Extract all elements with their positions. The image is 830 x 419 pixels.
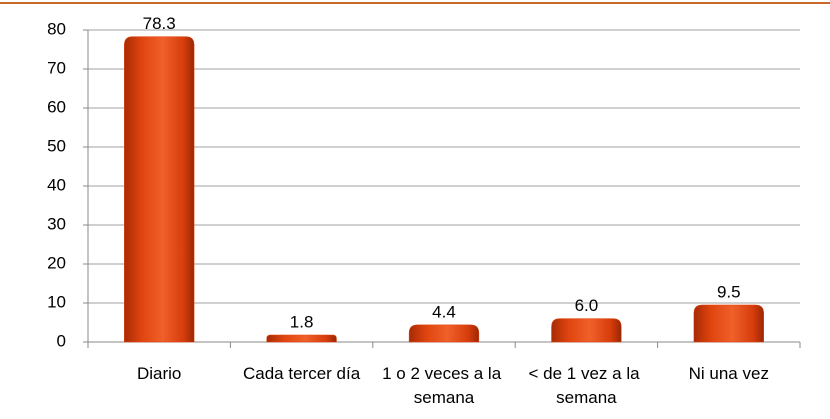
data-label: 78.3 xyxy=(143,14,176,33)
x-tick-label-line: semana xyxy=(556,388,617,407)
x-tick-label: < de 1 vez a la semana xyxy=(529,364,645,407)
data-label: 1.8 xyxy=(290,312,314,331)
x-tick-label-line: semana xyxy=(414,388,475,407)
y-tick-label: 80 xyxy=(47,19,66,38)
data-label: 6.0 xyxy=(575,296,599,315)
x-tick-label: Diario xyxy=(137,364,181,383)
y-tick-label: 10 xyxy=(47,292,66,311)
x-tick-label-line: 1 o 2 veces a la xyxy=(382,364,506,383)
y-tick-label: 20 xyxy=(47,253,66,272)
x-tick-label: Cada tercer día xyxy=(243,364,361,383)
data-label: 4.4 xyxy=(432,302,456,321)
bar xyxy=(693,304,764,343)
x-tick-label-line: < de 1 vez a la xyxy=(529,364,645,383)
x-tick-label-line: Cada tercer día xyxy=(243,364,361,383)
x-tick-label: Ni una vez xyxy=(689,364,769,383)
y-tick-label: 50 xyxy=(47,136,66,155)
x-tick-label: 1 o 2 veces a la semana xyxy=(382,364,506,407)
bar xyxy=(266,334,337,343)
bar xyxy=(408,324,480,343)
data-label: 9.5 xyxy=(717,282,741,301)
y-tick-label: 0 xyxy=(57,331,66,350)
x-tick-label-line: Ni una vez xyxy=(689,364,769,383)
x-tick-label-line: Diario xyxy=(137,364,181,383)
y-tick-label: 40 xyxy=(47,175,66,194)
bar xyxy=(551,318,622,343)
y-tick-label: 30 xyxy=(47,214,66,233)
bar xyxy=(124,36,195,343)
y-tick-label: 70 xyxy=(47,58,66,77)
y-tick-label: 60 xyxy=(47,97,66,116)
top-rule xyxy=(0,2,830,4)
